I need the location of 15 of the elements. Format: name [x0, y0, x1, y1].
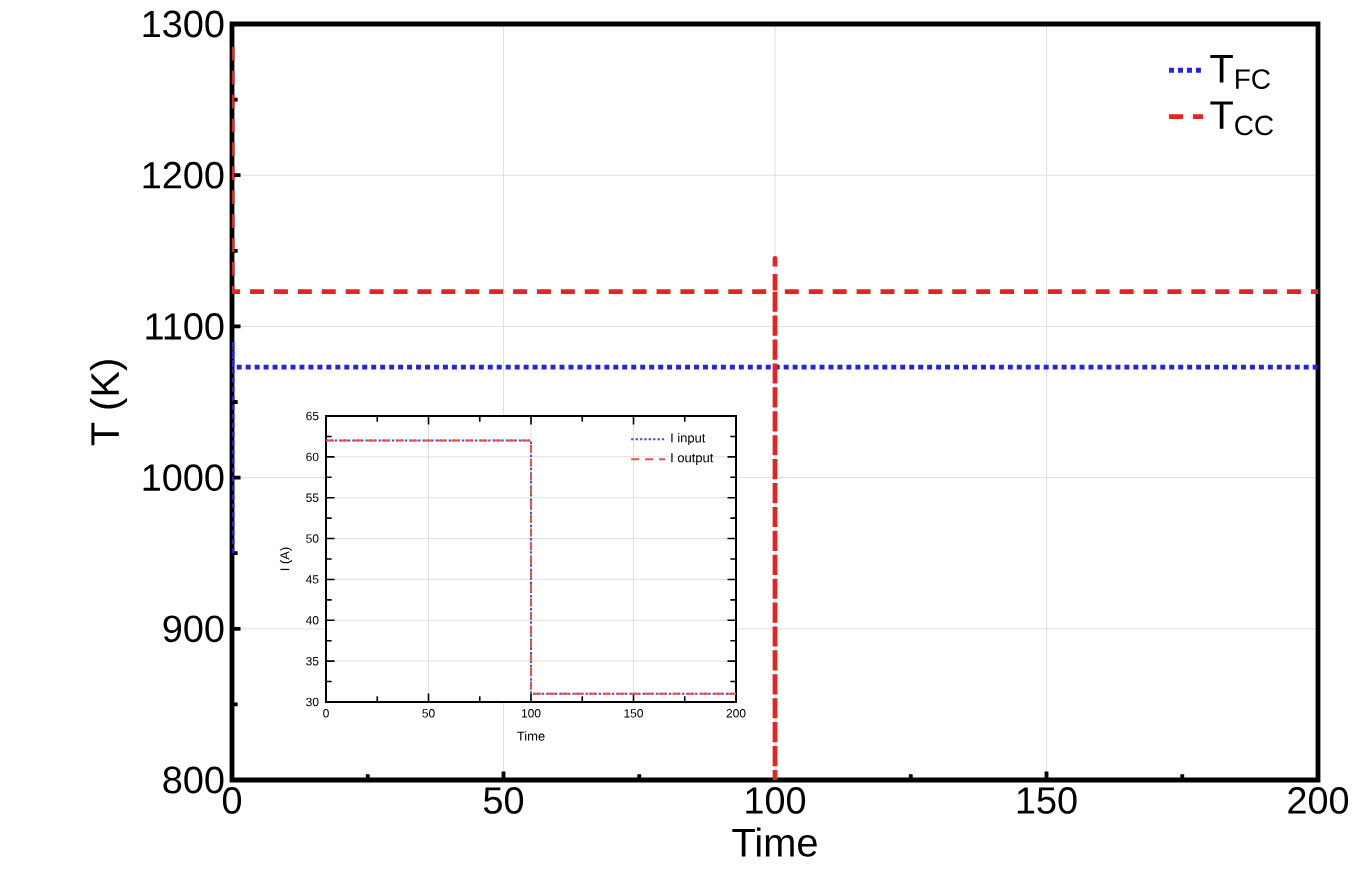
legend-label: T$_{CC}$ — [1210, 101, 1274, 136]
y-tick-label: 1200 — [143, 161, 224, 189]
y-tick-label: 1100 — [146, 312, 224, 340]
x-tick-label: 50 — [483, 787, 524, 814]
y-tick-label: 1300 — [143, 10, 224, 38]
y-axis-title: T (K) — [89, 360, 128, 446]
x-axis-title: Time — [732, 827, 817, 857]
legend-label: T$_{FC}$ — [1210, 55, 1270, 89]
x-tick-label: 100 — [746, 787, 806, 814]
y-tick-label: 900 — [163, 615, 224, 643]
x-tick-label: 200 — [1288, 787, 1349, 814]
y-tick-label: 1000 — [143, 464, 224, 491]
x-tick-label: 0 — [222, 787, 242, 814]
x-tick-label: 150 — [1017, 787, 1077, 814]
y-tick-label: 800 — [163, 766, 224, 794]
